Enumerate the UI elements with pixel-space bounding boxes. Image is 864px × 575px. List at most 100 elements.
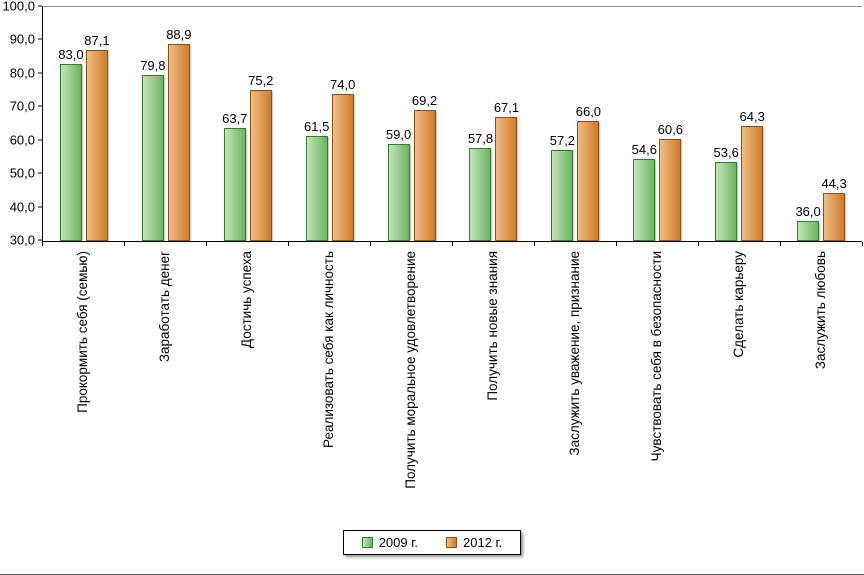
x-tick-mark [698,242,699,246]
bar-value-label: 57,8 [467,131,494,147]
bar [577,120,600,241]
legend-item: 2012 г. [446,536,502,549]
category-cell: Сделать карьеру [698,246,780,522]
bar-slot: 36,0 [795,7,821,241]
bar-slot: 87,1 [84,7,110,241]
y-tick-label: 60,0 [9,132,35,148]
category-label: Заслужить любовь [812,251,828,370]
category-label: Чувствовать себя в безопасности [648,251,664,462]
bar-group: 53,6 64,3 [698,7,780,241]
bar-value-label: 74,0 [330,76,356,92]
x-tick-mark [206,242,207,246]
x-tick-mark [452,242,453,246]
y-axis: 100,0 90,0 80,0 70,0 60,0 50,0 40,0 30,0 [0,0,42,247]
bar-slot: 54,6 [632,7,657,241]
y-tick-label: 100,0 [2,0,35,14]
y-tick-mark [38,239,42,241]
bar [141,74,164,241]
bar-slot: 57,8 [467,7,494,241]
bar-slot: 66,0 [575,7,602,241]
bar-slot: 74,0 [330,7,356,241]
category-label: Реализовать себя как личность [320,251,336,448]
category-cell: Заслужить любовь [780,246,862,522]
bar-group: 57,8 67,1 [453,7,535,241]
bar [715,162,738,241]
x-axis-ticks [42,242,863,246]
x-tick-mark [616,242,617,246]
y-tick-mark [38,206,42,208]
category-label: Прокормить себя (семью) [74,251,90,413]
bar-groups: 83,0 87,1 79,8 88,9 63,7 75,2 61,5 74,0 59,0 69,2… [43,7,862,241]
x-tick-mark [534,242,535,246]
bar-slot: 53,6 [713,7,739,241]
bar [413,109,436,241]
bar-slot: 69,2 [411,7,438,241]
category-cell: Заработать денег [124,246,206,522]
bar-value-label: 66,0 [575,103,602,119]
bar-slot: 60,6 [657,7,683,241]
bar [551,150,574,241]
bar-group: 54,6 60,6 [616,7,698,241]
bar-value-label: 64,3 [739,109,765,125]
bar [659,138,682,241]
bar-group: 61,5 74,0 [289,7,371,241]
bar-value-label: 79,8 [140,57,166,73]
category-cell: Достичь успеха [206,246,288,522]
legend-box: 2009 г. 2012 г. [342,530,522,555]
category-cell: Чувствовать себя в безопасности [616,246,698,522]
x-tick-mark [42,242,43,246]
bar [305,135,328,241]
bar [249,89,272,241]
category-label: Сделать карьеру [730,251,746,358]
category-label: Получить новые знания [484,251,500,401]
bar [331,93,354,241]
bar-value-label: 36,0 [795,203,821,219]
y-tick-mark [38,72,42,74]
y-tick-label: 40,0 [9,199,35,215]
bar-value-label: 67,1 [493,99,520,115]
bar-value-label: 53,6 [713,145,739,161]
bar-value-label: 87,1 [84,33,110,49]
bar-slot: 61,5 [304,7,329,241]
bar-group: 59,0 69,2 [371,7,453,241]
bar-value-label: 88,9 [166,27,192,43]
plot-area: 83,0 87,1 79,8 88,9 63,7 75,2 61,5 74,0 59,0 69,2… [42,6,862,242]
y-tick-mark [38,5,42,7]
bar-value-label: 69,2 [411,92,438,108]
category-cell: Прокормить себя (семью) [42,246,124,522]
y-tick-label: 90,0 [9,31,35,47]
y-tick-mark [38,139,42,141]
legend-swatch [446,537,457,548]
bar-value-label: 57,2 [549,133,576,149]
bar-group: 57,2 66,0 [534,7,616,241]
y-tick-label: 70,0 [9,98,35,114]
category-cell: Получить моральное удовлетворение [370,246,452,522]
y-tick-mark [38,105,42,107]
bar-value-label: 60,6 [657,121,683,137]
x-tick-mark [862,242,863,246]
bar-slot: 75,2 [248,7,273,241]
bar-group: 79,8 88,9 [125,7,207,241]
bar [469,148,492,241]
bar [823,193,846,241]
bar-slot: 59,0 [386,7,411,241]
bar [85,50,108,241]
bar [797,220,820,241]
bar-slot: 83,0 [58,7,84,241]
bar-slot: 79,8 [140,7,166,241]
bar [741,126,764,241]
bar [633,158,656,241]
category-cell: Реализовать себя как личность [288,246,370,522]
category-cell: Заслужить уважение, признание [534,246,616,522]
bar [167,44,190,241]
y-tick-mark [38,172,42,174]
bar-value-label: 63,7 [222,111,248,127]
x-tick-mark [780,242,781,246]
legend-swatch [361,537,373,548]
legend-label: 2009 г. [378,535,418,550]
category-label: Заработать денег [156,251,172,363]
legend-item: 2009 г. [361,535,418,550]
bar-value-label: 44,3 [821,176,847,192]
bar [59,63,82,241]
